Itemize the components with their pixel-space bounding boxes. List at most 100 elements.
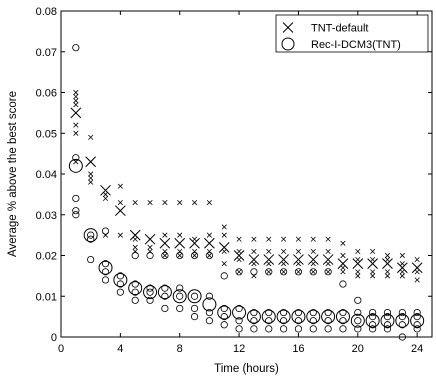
rec-i-dcm3-mean-point xyxy=(68,158,83,173)
rec-i-dcm3-mean-point xyxy=(395,313,410,328)
tnt-default-run-point xyxy=(266,248,272,255)
tnt-default-run-point xyxy=(73,98,79,104)
tnt-default-run-point xyxy=(206,232,212,238)
tnt-default-run-point xyxy=(295,269,302,275)
tnt-default-run-point-stroke-b xyxy=(325,248,331,255)
tnt-default-run-point xyxy=(370,248,376,255)
tnt-default-mean-point xyxy=(174,237,186,249)
tnt-default-mean-point xyxy=(159,237,171,249)
rec-i-dcm3-run-point xyxy=(339,317,347,325)
tnt-default-run-point xyxy=(221,248,227,255)
tnt-default-run-point xyxy=(73,122,79,128)
tnt-default-run-point xyxy=(355,269,361,275)
tnt-default-mean-point-stroke-b xyxy=(174,237,186,249)
tnt-default-run-point-stroke-b xyxy=(310,248,316,255)
tnt-default-run-point xyxy=(370,256,376,263)
tnt-default-run-point-stroke-b xyxy=(355,273,361,279)
tnt-default-run-point-stroke-b xyxy=(399,261,405,267)
tnt-default-run-point-stroke-b xyxy=(340,269,346,275)
x-tick-label: 20 xyxy=(352,343,364,355)
rec-i-dcm3-run-point xyxy=(309,268,317,276)
rec-i-dcm3-mean-point xyxy=(306,309,321,324)
tnt-default-mean-point-stroke-b xyxy=(70,107,82,119)
tnt-default-mean-point-stroke-b xyxy=(204,237,215,249)
rec-i-dcm3-run-point xyxy=(72,211,80,219)
tnt-default-mean-point-stroke-b xyxy=(322,254,334,265)
rec-i-dcm3-run-point xyxy=(205,317,213,325)
tnt-default-run-point xyxy=(132,199,138,206)
tnt-default-mean-point xyxy=(218,241,230,253)
rec-i-dcm3-run-point xyxy=(294,268,303,276)
tnt-default-run-point xyxy=(117,183,123,189)
tnt-default-run-point xyxy=(295,261,302,267)
tnt-default-mean-point-stroke-b xyxy=(382,258,393,270)
rec-i-dcm3-run-point xyxy=(383,308,392,317)
tnt-default-run-point xyxy=(132,236,138,242)
tnt-default-run-point-stroke-b xyxy=(295,269,302,275)
tnt-default-run-point xyxy=(355,248,361,255)
tnt-default-mean-point xyxy=(382,258,393,270)
tnt-default-run-point xyxy=(236,236,242,242)
rec-i-dcm3-run-point xyxy=(413,325,421,333)
rec-i-dcm3-run-point xyxy=(87,255,95,264)
tnt-default-run-point-stroke-b xyxy=(370,256,376,263)
legend-label-tnt-default: TNT-default xyxy=(311,23,368,35)
tnt-default-run-point-stroke-b xyxy=(266,269,272,275)
tnt-default-mean-point xyxy=(233,250,245,261)
tnt-default-run-point xyxy=(191,252,198,259)
rec-i-dcm3-run-point xyxy=(294,308,303,317)
tnt-default-run-point xyxy=(162,232,168,238)
tnt-default-mean-point-stroke-b xyxy=(115,205,126,217)
tnt-default-run-point-stroke-b xyxy=(88,175,94,181)
y-tick-label: 0.08 xyxy=(36,6,57,18)
tnt-default-run-point-stroke-b xyxy=(73,122,79,128)
rec-i-dcm3-mean-point xyxy=(172,289,187,304)
rec-i-dcm3-run-point xyxy=(279,325,288,333)
rec-i-dcm3-mean-point xyxy=(187,289,202,304)
tnt-default-mean-point-stroke-b xyxy=(100,184,111,196)
tnt-default-run-point-stroke-b xyxy=(384,269,391,275)
legend-box xyxy=(275,14,429,53)
tnt-default-run-point-stroke-b xyxy=(414,256,420,263)
rec-i-dcm3-run-point xyxy=(131,251,139,260)
tnt-default-run-point-stroke-b xyxy=(221,232,227,238)
rec-i-dcm3-run-point xyxy=(101,276,110,284)
tnt-default-mean-point-stroke-b xyxy=(144,233,156,245)
tnt-default-run-point-stroke-b xyxy=(399,273,405,279)
rec-i-dcm3-run-point xyxy=(101,260,110,268)
rec-i-dcm3-mean-point xyxy=(276,309,291,324)
rec-i-dcm3-mean-point xyxy=(113,272,128,287)
tnt-default-run-point-stroke-b xyxy=(162,199,168,206)
tnt-default-run-point xyxy=(399,261,405,267)
tnt-default-mean-point xyxy=(278,254,289,265)
tnt-default-run-point-stroke-b xyxy=(370,248,376,255)
rec-i-dcm3-run-point xyxy=(354,296,362,304)
rec-i-dcm3-run-point xyxy=(398,313,406,321)
rec-i-dcm3-mean-point xyxy=(365,313,380,328)
rec-i-dcm3-run-point xyxy=(324,268,332,276)
tnt-default-run-point xyxy=(73,89,79,96)
rec-i-dcm3-mean-point xyxy=(350,313,365,328)
rec-i-dcm3-run-point xyxy=(309,308,317,317)
x-tick-label: 12 xyxy=(233,343,245,355)
tnt-default-run-point-stroke-b xyxy=(384,256,391,263)
y-tick-label: 0.03 xyxy=(36,210,57,222)
tnt-default-mean-point xyxy=(322,254,334,265)
tnt-default-run-point xyxy=(399,273,405,279)
rec-i-dcm3-run-point xyxy=(235,268,243,276)
rec-i-dcm3-run-point xyxy=(383,325,392,333)
rec-i-dcm3-run-point xyxy=(250,308,258,317)
tnt-default-mean-point xyxy=(352,258,364,270)
tnt-default-run-point xyxy=(162,252,168,259)
tnt-default-run-point xyxy=(102,195,109,202)
tnt-default-run-point xyxy=(340,269,346,275)
tnt-default-run-point-stroke-b xyxy=(384,252,391,259)
tnt-default-run-point-stroke-b xyxy=(370,269,376,275)
tnt-default-run-point xyxy=(325,269,331,275)
rec-i-dcm3-run-point xyxy=(116,288,124,296)
tnt-default-run-point xyxy=(177,252,183,259)
tnt-default-mean-point-stroke-b xyxy=(307,254,319,265)
tnt-default-run-point xyxy=(281,261,287,267)
y-tick-label: 0.01 xyxy=(36,291,57,303)
